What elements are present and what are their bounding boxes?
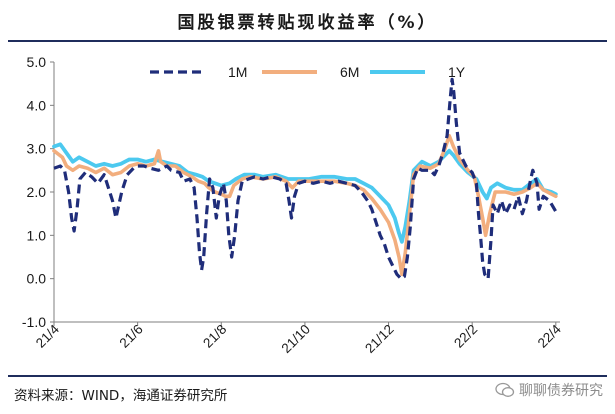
x-tick-label: 22/4 [535, 321, 565, 351]
y-tick-label: 2.0 [27, 184, 47, 200]
watermark: 聊聊债券研究 [495, 380, 603, 400]
y-tick-label: -1.0 [22, 314, 46, 330]
x-tick-label: 22/2 [451, 322, 480, 351]
x-tick-label: 21/12 [362, 322, 397, 357]
watermark-text: 聊聊债券研究 [519, 383, 603, 399]
y-tick-label: 3.0 [27, 141, 47, 157]
top-rule [8, 40, 607, 42]
bottom-rule [8, 375, 607, 377]
y-tick-label: 4.0 [27, 97, 47, 113]
legend: 1M 6M 1Y [150, 64, 466, 80]
legend-label-6m: 6M [340, 64, 359, 80]
series-lines [52, 77, 558, 281]
x-tick-label: 21/10 [279, 322, 314, 357]
y-tick-label: 5.0 [27, 54, 47, 70]
chart-title: 国股银票转贴现收益率（%） [177, 13, 438, 33]
wechat-icon [495, 382, 515, 397]
line-chart: -1.00.01.02.03.04.05.021/4 21/6 21/8 21/10 2… [22, 54, 565, 357]
source-note: 资料来源：WIND，海通证券研究所 [14, 388, 228, 404]
x-tick-label: 21/6 [117, 322, 146, 351]
series-line-1m [53, 77, 558, 281]
series-line-1y [52, 142, 558, 244]
y-tick-label: 0.0 [27, 271, 47, 287]
legend-label-1y: 1Y [448, 64, 466, 80]
x-tick-label: 21/8 [200, 322, 229, 351]
y-tick-label: 1.0 [27, 227, 47, 243]
legend-label-1m: 1M [228, 64, 247, 80]
